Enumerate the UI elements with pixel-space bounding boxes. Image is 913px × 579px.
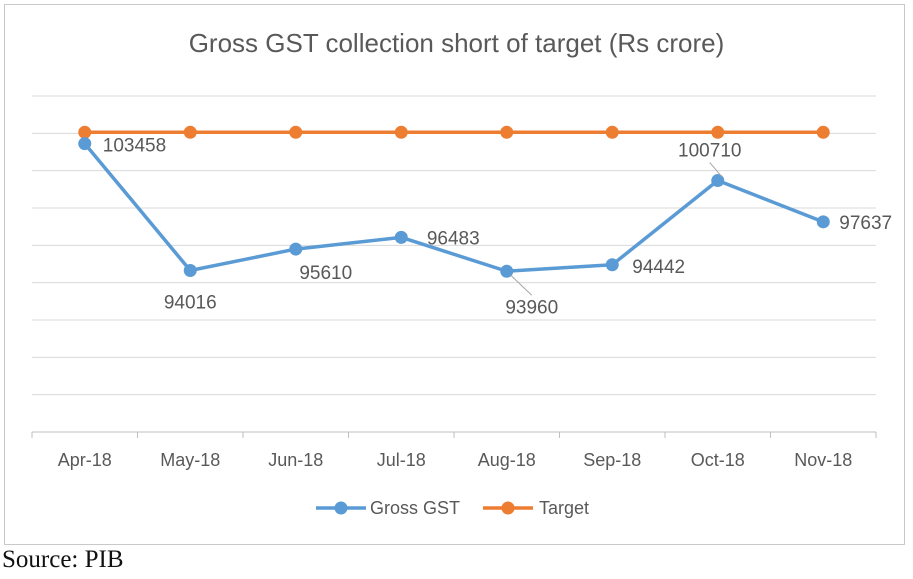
gross-gst-point [289,242,303,256]
target-point [605,125,619,139]
target-point [711,125,725,139]
target-point [289,125,303,139]
data-label-leader [510,274,533,296]
gross-gst-data-label: 96483 [427,228,480,249]
gross-gst-data-label: 95610 [299,263,352,284]
x-tick-label: May-18 [160,450,220,470]
gross-gst-point [78,137,92,151]
x-tick-label: Apr-18 [58,450,112,470]
gross-gst-data-label: 93960 [505,297,558,318]
gross-gst-point [500,264,514,278]
gross-gst-point [605,258,619,272]
gross-gst-data-label: 94016 [164,293,217,314]
legend-label-target: Target [539,498,589,518]
gross-gst-data-label: 100710 [678,141,741,162]
gross-gst-line [83,142,824,274]
x-tick-label: Jul-18 [377,450,426,470]
gross-gst-data-label: 94442 [632,257,685,278]
legend-label-gross-gst: Gross GST [370,498,460,518]
x-tick-label: Jun-18 [268,450,323,470]
x-tick-label: Nov-18 [794,450,852,470]
target-point [78,125,92,139]
legend-marker-gross-gst [334,501,348,515]
target-point [394,125,408,139]
gross-gst-point [711,174,725,188]
x-tick-label: Sep-18 [583,450,641,470]
gross-gst-point [183,264,197,278]
gross-gst-point [816,215,830,229]
target-point [500,125,514,139]
chart-title: Gross GST collection short of target (Rs… [188,28,725,58]
legend-marker-target [501,501,515,515]
x-tick-label: Oct-18 [691,450,745,470]
gross-gst-data-label: 97637 [839,213,892,234]
data-label-leader [709,162,723,177]
target-point [183,125,197,139]
x-tick-label: Aug-18 [478,450,536,470]
chart-frame [4,4,905,545]
gross-gst-point [394,230,408,244]
source-note: Source: PIB [2,546,124,573]
gross-gst-data-label: 103458 [103,136,166,157]
target-point [816,125,830,139]
